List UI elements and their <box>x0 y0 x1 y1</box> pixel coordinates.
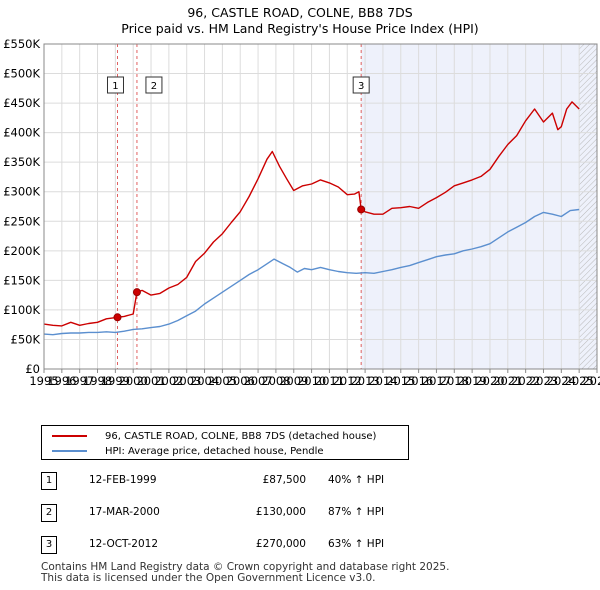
x-tick-label: 2005 <box>208 374 237 388</box>
x-tick-label: 2000 <box>119 374 148 388</box>
legend-entry-hpi: HPI: Average price, detached house, Pend… <box>52 444 324 458</box>
sale-label-box <box>145 76 163 94</box>
sale-price: £270,000 <box>255 538 306 550</box>
y-tick-label: £500K <box>3 67 40 81</box>
chart-legend: 96, CASTLE ROAD, COLNE, BB8 7DS (detache… <box>41 425 409 460</box>
attribution-footer: Contains HM Land Registry data © Crown c… <box>41 562 449 584</box>
plot-frame <box>43 43 598 370</box>
x-tick-label: 2006 <box>226 374 255 388</box>
sale-label-text: 2 <box>151 81 157 92</box>
y-tick-label: £50K <box>11 332 41 346</box>
x-tick-label: 1999 <box>101 374 130 388</box>
legend-swatch-property <box>52 435 87 437</box>
x-tick-label: 2015 <box>386 374 415 388</box>
x-tick-label: 1997 <box>65 374 94 388</box>
hpi-line <box>43 208 580 336</box>
y-tick-label: £150K <box>3 273 40 287</box>
sale-price: £87,500 <box>262 474 306 486</box>
sale-hpi-change: 63% ↑ HPI <box>328 538 385 550</box>
sale-date: 12-FEB-1999 <box>89 474 157 486</box>
x-tick-label: 2001 <box>136 374 165 388</box>
chart-title-block: 96, CASTLE ROAD, COLNE, BB8 7DS Price pa… <box>0 5 600 37</box>
x-tick-label: 2009 <box>279 374 308 388</box>
x-tick-label: 2022 <box>511 374 540 388</box>
price-chart: 1 2 3 £0 £50K £100K £150K £200K £250K £300K £350K… <box>3 37 600 388</box>
sale-hpi-change: 87% ↑ HPI <box>328 506 385 518</box>
x-tick-label: 1995 <box>29 374 58 388</box>
y-tick-label: £350K <box>3 155 40 169</box>
x-tick-label: 2016 <box>404 374 433 388</box>
sale-row: 1 12-FEB-1999 £87,500 40% ↑ HPI <box>41 472 441 492</box>
legend-label-hpi: HPI: Average price, detached house, Pend… <box>105 445 324 457</box>
chart-subtitle: Price paid vs. HM Land Registry's House … <box>121 21 479 36</box>
x-tick-label: 2025 <box>565 374 594 388</box>
y-tick-label: £100K <box>3 303 40 317</box>
sale-label-text: 3 <box>358 81 364 92</box>
sale-row: 2 17-MAR-2000 £130,000 87% ↑ HPI <box>41 504 441 524</box>
x-tick-label: 2003 <box>172 374 201 388</box>
y-tick-label: £300K <box>3 185 40 199</box>
sale-row: 3 12-OCT-2012 £270,000 63% ↑ HPI <box>41 536 441 556</box>
x-tick-label: 2007 <box>243 374 272 388</box>
sale-point-marker <box>113 313 122 322</box>
x-tick-label: 2014 <box>368 374 397 388</box>
x-tick-label: 1996 <box>47 374 76 388</box>
x-tick-label: 2026 <box>582 374 600 388</box>
x-tick-label: 2008 <box>261 374 290 388</box>
y-tick-label: £550K <box>3 37 40 51</box>
x-tick-label: 2019 <box>457 374 486 388</box>
x-tick-label: 1998 <box>83 374 112 388</box>
sale-date: 17-MAR-2000 <box>89 506 160 518</box>
y-tick-label: £400K <box>3 126 40 140</box>
sale-label-box <box>352 76 370 94</box>
sale-number-badge: 3 <box>41 536 57 554</box>
x-tick-label: 2018 <box>440 374 469 388</box>
y-tick-label: £450K <box>3 96 40 110</box>
x-tick-label: 2010 <box>297 374 326 388</box>
sale-number-badge: 2 <box>41 504 57 522</box>
legend-label-property: 96, CASTLE ROAD, COLNE, BB8 7DS (detache… <box>105 430 377 442</box>
x-tick-label: 2024 <box>547 374 576 388</box>
x-tick-label: 2012 <box>333 374 362 388</box>
sale-label-box <box>106 76 124 94</box>
x-tick-label: 2004 <box>190 374 219 388</box>
sale-point-marker <box>132 288 141 297</box>
sale-point-marker <box>357 205 366 214</box>
legend-entry-property: 96, CASTLE ROAD, COLNE, BB8 7DS (detache… <box>52 429 376 443</box>
x-tick-label: 2023 <box>529 374 558 388</box>
x-tick-label: 2002 <box>154 374 183 388</box>
footer-line-licence: This data is licensed under the Open Gov… <box>41 572 376 584</box>
sale-price: £130,000 <box>255 506 306 518</box>
y-tick-label: £0 <box>25 362 40 376</box>
x-tick-label: 2011 <box>315 374 344 388</box>
x-tick-label: 2020 <box>475 374 504 388</box>
x-tick-label: 2017 <box>422 374 451 388</box>
projection-hatched-region <box>579 44 597 369</box>
x-tick-label: 2013 <box>350 374 379 388</box>
sale-label-text: 1 <box>112 81 118 92</box>
x-tick-label: 2021 <box>493 374 522 388</box>
y-tick-label: £200K <box>3 244 40 258</box>
sale-date: 12-OCT-2012 <box>89 538 158 550</box>
legend-swatch-hpi <box>52 450 87 452</box>
sale-number-badge: 1 <box>41 472 57 490</box>
chart-title: 96, CASTLE ROAD, COLNE, BB8 7DS <box>187 5 413 20</box>
footer-line-copyright: Contains HM Land Registry data © Crown c… <box>41 561 450 573</box>
y-tick-label: £250K <box>3 214 40 228</box>
sale-hpi-change: 40% ↑ HPI <box>328 474 385 486</box>
